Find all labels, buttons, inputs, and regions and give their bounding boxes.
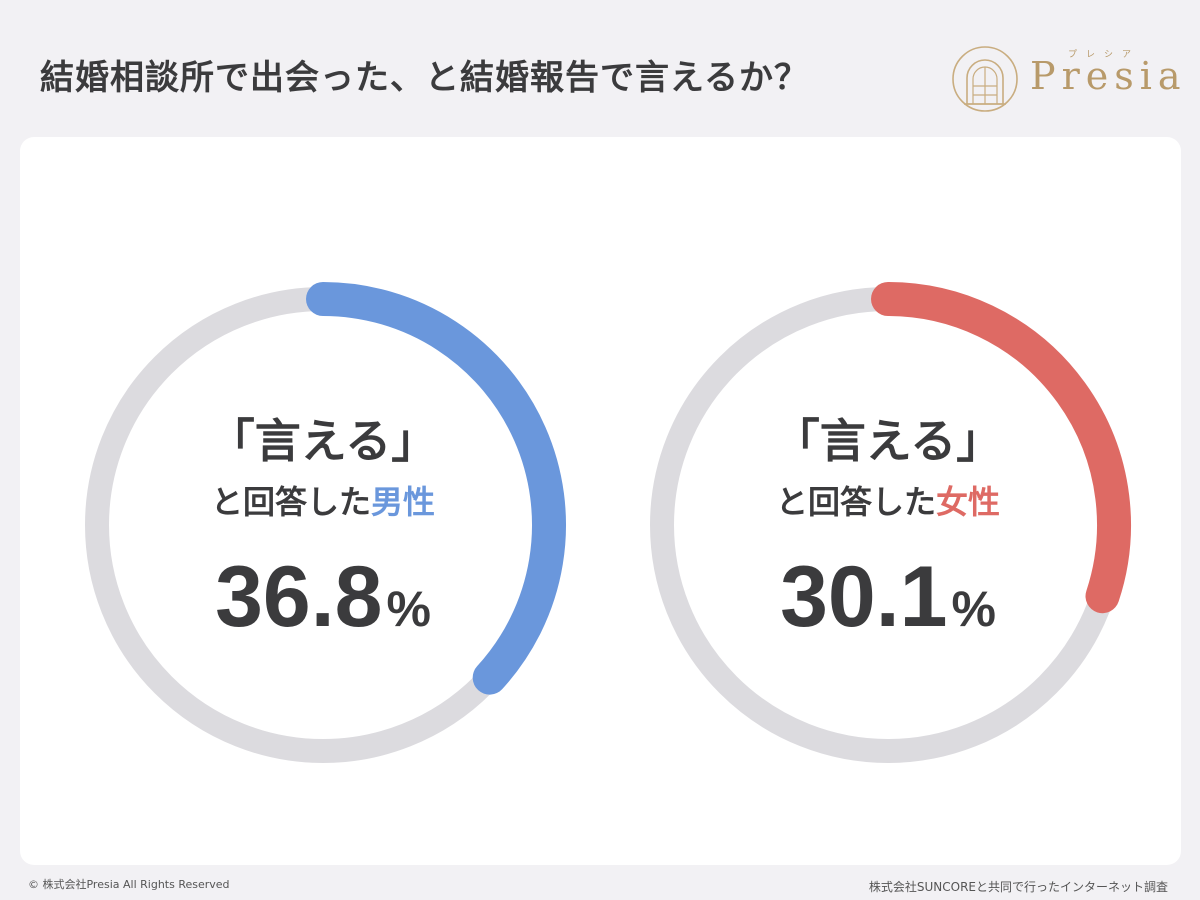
answer-label: 「言える」 — [208, 414, 438, 468]
respondent-label: と回答した男性 — [78, 477, 568, 523]
donut-value-arc — [306, 282, 566, 695]
percentage-unit: % — [386, 581, 431, 637]
respondent-prefix: と回答した — [775, 483, 936, 521]
answer-label: 「言える」 — [773, 414, 1003, 468]
respondent-prefix: と回答した — [210, 483, 371, 521]
respondent-gender: 男性 — [371, 483, 436, 521]
donut-svg-male — [85, 282, 566, 763]
respondent-label: と回答した女性 — [643, 477, 1133, 523]
donut-chart-male: 「言える」 と回答した男性 36.8% — [78, 280, 568, 770]
copyright-notice: © 株式会社Presia All Rights Reserved — [28, 878, 230, 891]
page-title: 結婚相談所で出会った、と結婚報告で言えるか？ — [40, 58, 809, 98]
logo-wordmark: Presia — [1030, 54, 1187, 98]
chart-card — [20, 137, 1181, 865]
percentage-number: 36.8 — [215, 549, 383, 645]
percentage-unit: % — [951, 581, 996, 637]
arched-window-logo-icon — [952, 46, 1018, 112]
percentage-value: 30.1% — [643, 548, 1133, 647]
survey-source: 株式会社SUNCOREと共同で行ったインターネット調査 — [868, 880, 1168, 894]
donut-value-arc — [871, 282, 1131, 614]
donut-svg-female — [650, 282, 1131, 763]
logo-kana: プレシア — [1068, 50, 1141, 60]
respondent-gender: 女性 — [936, 483, 1001, 521]
percentage-number: 30.1 — [780, 549, 948, 645]
donut-chart-female: 「言える」 と回答した女性 30.1% — [643, 280, 1133, 770]
presia-logo: プレシア Presia — [950, 44, 1185, 114]
percentage-value: 36.8% — [78, 548, 568, 647]
